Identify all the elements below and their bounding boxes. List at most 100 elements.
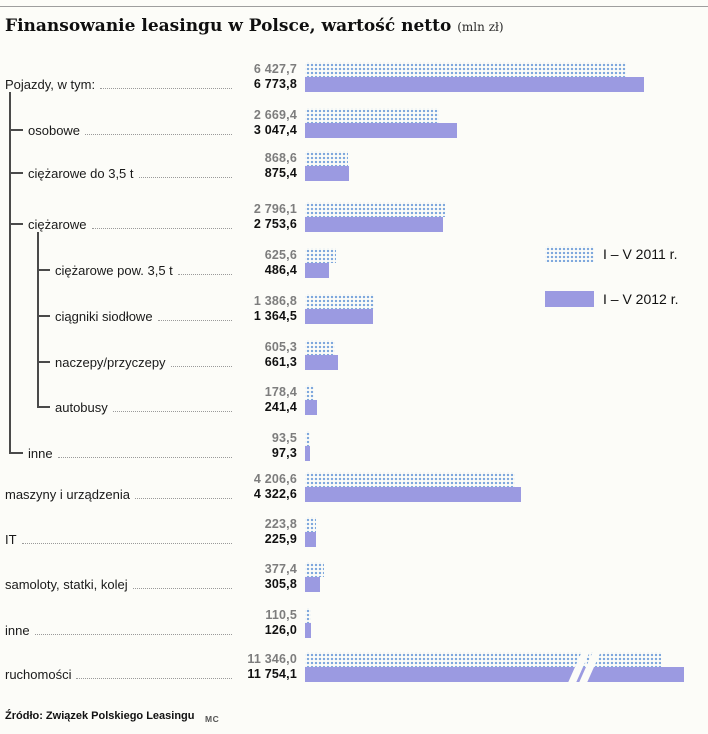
bar-2012	[305, 123, 458, 138]
value-2012: 661,3	[264, 355, 297, 369]
bar-2011	[305, 62, 627, 77]
bar-group	[305, 608, 312, 638]
bar-group	[305, 340, 339, 370]
category-label: samoloty, statki, kolej	[5, 577, 128, 592]
category-label: ciężarowe do 3,5 t	[28, 166, 134, 181]
chart-row: 6 427,7 6 773,8 Pojazdy, w tym:	[0, 62, 708, 92]
dotted-leader	[138, 177, 232, 178]
chart-row: 110,5 126,0 inne	[0, 608, 708, 638]
chart-title-text: Finansowanie leasingu w Polsce, wartość …	[5, 16, 452, 36]
category-label: osobowe	[28, 123, 81, 138]
category-line: naczepy/przyczepy	[55, 355, 232, 370]
category-label: autobusy	[55, 400, 108, 415]
bar-2011	[305, 151, 349, 166]
bar-2011	[305, 202, 445, 217]
chart-row: 605,3 661,3 naczepy/przyczepy	[0, 340, 708, 370]
legend-label-2012: I – V 2012 r.	[603, 291, 679, 307]
tree-connector-line	[9, 172, 23, 174]
value-2012: 225,9	[264, 532, 297, 546]
bar-group	[305, 472, 522, 502]
bar-2012	[305, 623, 312, 638]
tree-connector-line	[37, 361, 50, 363]
bar-2012	[305, 446, 310, 461]
value-column: 605,3 661,3	[0, 340, 297, 370]
value-column: 223,8 225,9	[0, 517, 297, 547]
chart-row: 2 796,1 2 753,6 ciężarowe	[0, 202, 708, 232]
bar-2011	[305, 385, 314, 400]
legend-item-2011: I – V 2011 r.	[545, 246, 677, 262]
value-column: 1 386,8 1 364,5	[0, 294, 297, 324]
axis-break-icon	[567, 650, 602, 684]
tree-connector-line	[37, 406, 50, 408]
value-2011: 4 206,6	[253, 472, 297, 486]
category-label: inne	[28, 446, 53, 461]
bar-2012	[305, 166, 349, 181]
bar-2012	[305, 309, 374, 324]
bar-group	[305, 652, 684, 682]
bar-2012	[305, 355, 339, 370]
value-2011: 605,3	[264, 340, 297, 354]
bar-2012	[305, 400, 318, 415]
category-label: IT	[5, 532, 17, 547]
category-line: ruchomości	[5, 667, 232, 682]
top-rule	[0, 6, 708, 7]
chart-row: 4 206,6 4 322,6 maszyny i urządzenia	[0, 472, 708, 502]
dotted-leader	[170, 366, 232, 367]
value-2012: 241,4	[264, 400, 297, 414]
value-2011: 223,8	[264, 517, 297, 531]
tree-connector-line	[9, 92, 11, 453]
chart-row: 2 669,4 3 047,4 osobowe	[0, 108, 708, 138]
dotted-leader	[91, 228, 232, 229]
value-2011: 11 346,0	[247, 652, 297, 666]
bar-2012	[305, 667, 684, 682]
value-column: 93,5 97,3	[0, 431, 297, 461]
bar-group	[305, 248, 337, 278]
bar-2012	[305, 77, 644, 92]
category-line: ciężarowe do 3,5 t	[28, 166, 232, 181]
bar-2012	[305, 532, 317, 547]
tree-connector-line	[37, 269, 50, 271]
bar-group	[305, 562, 324, 592]
category-line: ciężarowe	[28, 217, 232, 232]
value-2011: 93,5	[271, 431, 297, 445]
category-label: maszyny i urządzenia	[5, 487, 130, 502]
value-column: 2 669,4 3 047,4	[0, 108, 297, 138]
bar-group	[305, 108, 458, 138]
credit-mark: MC	[205, 714, 220, 724]
chart-unit-label: (mln zł)	[457, 20, 504, 34]
category-line: Pojazdy, w tym:	[5, 77, 232, 92]
legend-item-2012: I – V 2012 r.	[545, 291, 679, 307]
value-2012: 3 047,4	[253, 123, 297, 137]
category-line: IT	[5, 532, 232, 547]
value-2012: 486,4	[264, 263, 297, 277]
category-label: ruchomości	[5, 667, 72, 682]
value-2011: 110,5	[265, 608, 297, 622]
bar-2011	[305, 472, 516, 487]
bar-2012	[305, 487, 522, 502]
category-label: ciężarowe	[28, 217, 87, 232]
category-label: ciągniki siodłowe	[55, 309, 153, 324]
category-line: inne	[5, 623, 232, 638]
dotted-leader	[100, 88, 232, 89]
value-2011: 178,4	[264, 385, 297, 399]
category-line: autobusy	[55, 400, 232, 415]
category-label: Pojazdy, w tym:	[5, 77, 96, 92]
dotted-leader	[132, 588, 232, 589]
value-2012: 4 322,6	[253, 487, 297, 501]
value-column: 868,6 875,4	[0, 151, 297, 181]
tree-connector-line	[9, 452, 23, 454]
tree-connector-line	[9, 223, 23, 225]
category-label: inne	[5, 623, 30, 638]
value-column: 4 206,6 4 322,6	[0, 472, 297, 502]
bar-2011	[305, 431, 310, 446]
legend-swatch-2012-solid	[545, 291, 594, 307]
category-label: ciężarowe pow. 3,5 t	[55, 263, 173, 278]
bar-2011	[305, 294, 375, 309]
chart-row: 178,4 241,4 autobusy	[0, 385, 708, 415]
bar-2011	[305, 108, 439, 123]
category-line: ciągniki siodłowe	[55, 309, 232, 324]
tree-connector-line	[37, 232, 39, 407]
value-2012: 2 753,6	[253, 217, 297, 231]
bar-2011	[305, 340, 336, 355]
